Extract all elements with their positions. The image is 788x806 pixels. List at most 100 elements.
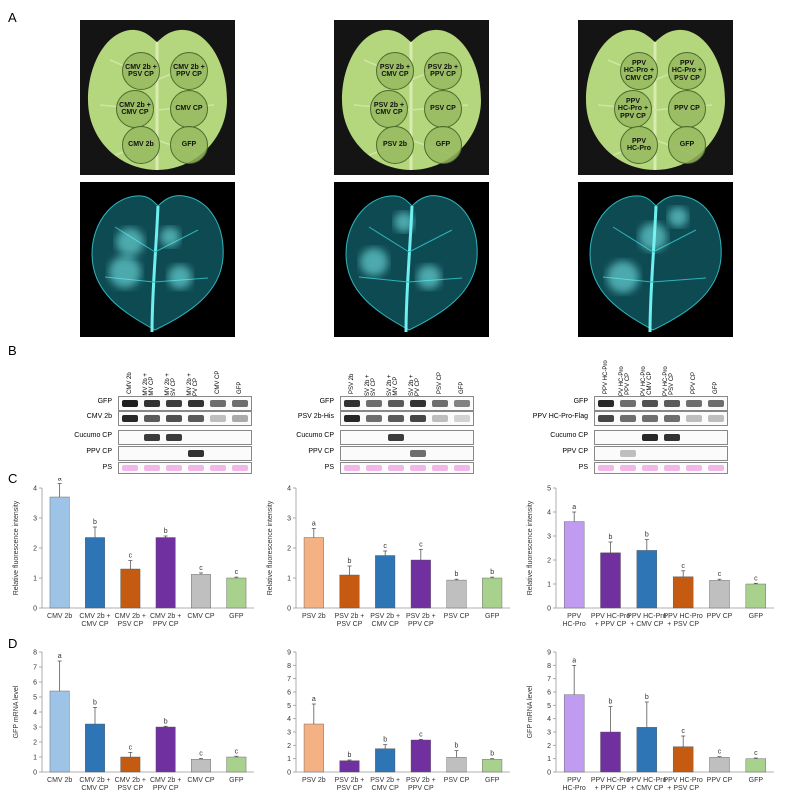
fluorescent-leaf (589, 195, 722, 333)
category-label: PPV HC-Pro + PPV CP (591, 613, 630, 628)
fluorescence-photo-2 (334, 182, 489, 337)
y-tick-label: 7 (547, 676, 551, 683)
y-tick-label: 0 (287, 770, 291, 777)
category-label: PPV CP (707, 613, 733, 620)
infiltration-spot: PSV CP (424, 90, 462, 128)
infiltration-spot: CMV 2b + PPV CP (170, 52, 208, 90)
bar (745, 583, 767, 609)
blot-band (188, 400, 204, 407)
blot-row-label: PS (102, 464, 112, 471)
blot-strip (340, 446, 474, 461)
blot-lane-label: PPV CP (691, 371, 697, 394)
significance-letter: b (164, 528, 168, 535)
significance-letter: b (609, 534, 613, 541)
blot-strip (118, 396, 252, 411)
category-label: PSV 2b (302, 777, 326, 784)
category-label: PSV 2b + PPV CP (406, 777, 436, 792)
category-label: CMV 2b + CMV CP (79, 777, 110, 792)
y-axis-label: Relative fluorescence intensity (267, 500, 274, 595)
blot-row-label: Cucumo CP (550, 432, 588, 439)
significance-letter: b (645, 694, 649, 701)
blot-band (188, 450, 204, 457)
blot-band (166, 465, 182, 471)
blot-strip (340, 411, 474, 426)
significance-letter: b (455, 743, 459, 750)
blot-band (388, 415, 404, 422)
significance-letter: c (754, 750, 758, 757)
significance-letter: b (609, 699, 613, 706)
y-tick-label: 2 (547, 558, 551, 565)
blot-band (664, 400, 680, 407)
category-label: CMV 2b + CMV CP (79, 613, 110, 628)
blot-band (432, 415, 448, 422)
significance-letter: b (490, 569, 494, 576)
leaf-photo-2: PSV 2b + CMV CP PSV 2b + PPV CP PSV 2b + C… (334, 20, 489, 175)
y-tick-label: 4 (287, 486, 291, 493)
bar (303, 723, 324, 773)
significance-letter: a (58, 478, 62, 483)
blot-band (166, 400, 182, 407)
significance-letter: c (235, 748, 239, 755)
blot-band (598, 400, 614, 407)
significance-letter: a (572, 504, 576, 511)
blot-lane-label: PPV HC-Pro + PSV CP (663, 366, 675, 400)
blot-strip (118, 446, 252, 461)
significance-letter: b (164, 718, 168, 725)
infiltration-spot: PPV HC-Pro + PSV CP (668, 52, 706, 90)
infiltration-spot: PPV HC-Pro + PPV CP (614, 90, 652, 128)
blot-band (642, 434, 658, 441)
y-tick-label: 6 (287, 690, 291, 697)
significance-letter: a (572, 657, 576, 664)
fluorescent-leaf (345, 195, 478, 333)
y-tick-label: 4 (287, 716, 291, 723)
bar (600, 731, 621, 773)
blot-band (410, 465, 426, 471)
blot-row-label: PPV HC-Pro-Flag (532, 413, 588, 420)
category-label: PSV 2b + PSV CP (335, 613, 365, 628)
bar (446, 579, 467, 609)
blot-band (410, 415, 426, 422)
blot-strip (594, 396, 728, 411)
blot-strip (340, 430, 474, 445)
y-tick-label: 5 (33, 695, 37, 702)
blot-band (620, 415, 636, 422)
blot-band (144, 434, 160, 441)
y-tick-label: 0 (547, 770, 551, 777)
blot-row-label: PS (578, 464, 588, 471)
bar (120, 756, 141, 773)
significance-letter: c (129, 553, 133, 560)
category-label: PPV HC-Pro + PSV CP (664, 777, 703, 792)
category-label: CMV 2b + PSV CP (115, 777, 146, 792)
bar (191, 759, 211, 773)
category-label: PPV CP (707, 777, 733, 784)
infiltration-spot: GFP (668, 126, 706, 164)
bar (563, 694, 585, 773)
blot-band (432, 400, 448, 407)
blot-lane-label: GFP (713, 381, 719, 394)
y-tick-label: 4 (547, 716, 551, 723)
blot-lane-label: PSV CP (437, 371, 443, 394)
blot-band (432, 465, 448, 471)
blot-band (232, 415, 248, 422)
significance-letter: c (718, 571, 722, 578)
infiltration-spot: CMV 2b (122, 126, 160, 164)
category-label: PPV HC-Pro (562, 613, 585, 628)
fluorescence-photo-3 (578, 182, 733, 337)
y-tick-label: 5 (287, 703, 291, 710)
infiltration-spot: GFP (424, 126, 462, 164)
infiltration-spot: PPV HC-Pro (620, 126, 658, 164)
blot-lane-label: CMV 2b (127, 372, 133, 394)
significance-letter: c (199, 751, 203, 758)
y-tick-label: 2 (547, 743, 551, 750)
blot-band (642, 400, 658, 407)
blot-band (410, 450, 426, 457)
blot-band (366, 400, 382, 407)
blot-band (166, 434, 182, 441)
infiltration-spot: PSV 2b (376, 126, 414, 164)
blot-band (454, 415, 470, 422)
significance-letter: b (645, 532, 649, 539)
bar-chart-6: GFP mRNA level 0 1 2 3 4 5 6 7 8 9 a PPV HC-Pro b PPV H… (524, 642, 780, 802)
blot-strip (340, 462, 474, 474)
blot-band (598, 465, 614, 471)
bar (49, 496, 70, 609)
